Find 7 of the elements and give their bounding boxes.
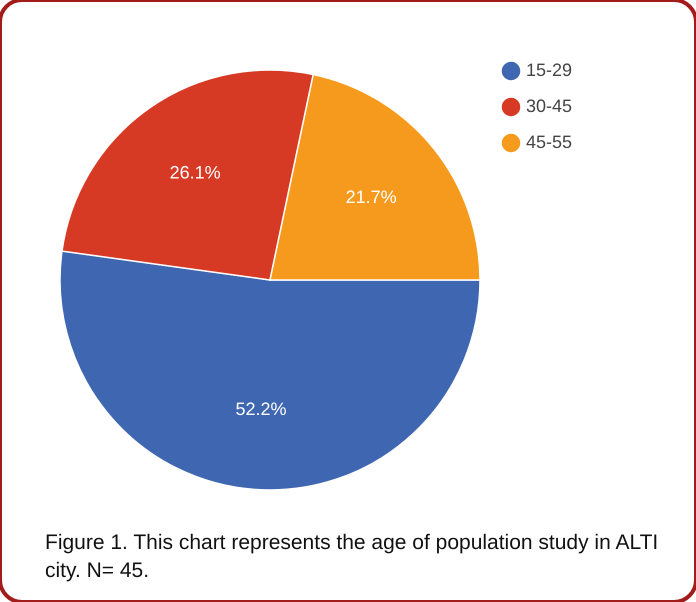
data-label: 21.7% <box>346 186 397 207</box>
legend-label: 30-45 <box>526 96 572 116</box>
data-label: 52.2% <box>235 398 287 419</box>
caption: Figure 1. This chart represents the age of population study in ALTI city. N= 45. <box>45 531 658 582</box>
legend-label: 15-29 <box>526 60 572 80</box>
legend-label: 45-55 <box>526 132 572 152</box>
data-label: 26.1% <box>170 162 221 182</box>
